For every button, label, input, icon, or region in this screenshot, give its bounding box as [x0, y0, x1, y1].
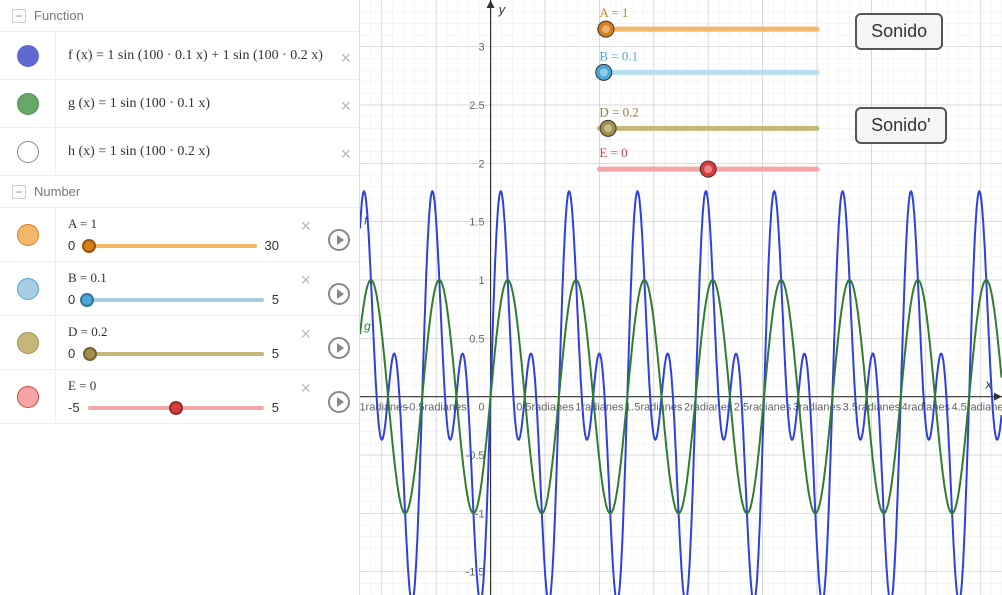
number-cell: × A = 1 0 30	[56, 208, 319, 261]
algebra-sidebar: − Function f (x) = 1 sin (100 · 0.1 x) +…	[0, 0, 360, 595]
svg-text:1: 1	[478, 275, 484, 287]
slider-track[interactable]	[83, 298, 264, 302]
close-icon[interactable]: ×	[300, 378, 311, 399]
slider-min: 0	[68, 292, 75, 307]
function-formula-f: f (x) = 1 sin (100 · 0.1 x) + 1 sin (100…	[68, 48, 323, 64]
graph-view[interactable]: xy-1radianes-0.5radianes00.5radianes1rad…	[360, 0, 1002, 595]
function-dot-icon	[17, 93, 39, 115]
function-header-label: Function	[34, 8, 84, 23]
graph-canvas[interactable]: xy-1radianes-0.5radianes00.5radianes1rad…	[360, 0, 1002, 595]
function-cell: g (x) = 1 sin (100 · 0.1 x) ×	[56, 88, 359, 120]
number-row-D: × D = 0.2 0 5	[0, 316, 359, 370]
chart-slider-label-A: A = 1	[599, 5, 628, 20]
slider-track[interactable]	[83, 352, 264, 356]
number-row-B: × B = 0.1 0 5	[0, 262, 359, 316]
color-swatch-A[interactable]	[0, 208, 56, 261]
slider-max: 5	[272, 292, 279, 307]
number-label-D: D = 0.2	[68, 324, 279, 340]
play-button-B[interactable]	[328, 283, 350, 305]
collapse-function-icon[interactable]: −	[12, 9, 26, 23]
number-label-B: B = 0.1	[68, 270, 279, 286]
slider-max: 30	[265, 238, 279, 253]
number-dot-icon	[17, 278, 39, 300]
close-icon[interactable]: ×	[300, 216, 311, 237]
svg-text:2.5: 2.5	[469, 100, 484, 112]
slider-max: 5	[272, 346, 279, 361]
svg-text:0: 0	[478, 402, 484, 414]
svg-text:2: 2	[478, 158, 484, 170]
svg-text:-1.5: -1.5	[466, 567, 485, 579]
function-cell: h (x) = 1 sin (100 · 0.2 x) ×	[56, 136, 359, 168]
svg-text:3: 3	[478, 42, 484, 54]
close-icon[interactable]: ×	[300, 324, 311, 345]
slider-min: -5	[68, 400, 80, 415]
function-formula-h: h (x) = 1 sin (100 · 0.2 x)	[68, 144, 210, 160]
color-swatch-h[interactable]	[0, 128, 56, 175]
slider-E[interactable]: -5 5	[68, 400, 279, 415]
slider-thumb[interactable]	[83, 347, 97, 361]
function-dot-icon	[17, 45, 39, 67]
number-row-A: × A = 1 0 30	[0, 208, 359, 262]
svg-text:-0.5: -0.5	[466, 450, 485, 462]
play-button-A[interactable]	[328, 229, 350, 251]
color-swatch-f[interactable]	[0, 32, 56, 79]
slider-min: 0	[68, 346, 75, 361]
number-dot-icon	[17, 224, 39, 246]
close-icon[interactable]: ×	[340, 96, 351, 117]
slider-thumb[interactable]	[80, 293, 94, 307]
number-label-A: A = 1	[68, 216, 279, 232]
number-cell: × D = 0.2 0 5	[56, 316, 319, 369]
number-dot-icon	[17, 332, 39, 354]
number-row-E: × E = 0 -5 5	[0, 370, 359, 424]
close-icon[interactable]: ×	[340, 48, 351, 69]
number-dot-icon	[17, 386, 39, 408]
close-icon[interactable]: ×	[300, 270, 311, 291]
sound-button[interactable]: Sonido	[855, 13, 943, 50]
svg-text:4.5radianes: 4.5radianes	[951, 402, 1002, 414]
function-row-h[interactable]: h (x) = 1 sin (100 · 0.2 x) ×	[0, 128, 359, 176]
number-cell: × E = 0 -5 5	[56, 370, 319, 423]
chart-slider-label-D: D = 0.2	[599, 104, 638, 119]
slider-track[interactable]	[83, 244, 256, 248]
chart-slider-label-E: E = 0	[599, 145, 627, 160]
slider-thumb[interactable]	[169, 401, 183, 415]
function-row-g[interactable]: g (x) = 1 sin (100 · 0.1 x) ×	[0, 80, 359, 128]
function-formula-g: g (x) = 1 sin (100 · 0.1 x)	[68, 96, 210, 112]
function-dot-icon	[17, 141, 39, 163]
function-row-f[interactable]: f (x) = 1 sin (100 · 0.1 x) + 1 sin (100…	[0, 32, 359, 80]
slider-thumb[interactable]	[82, 239, 96, 253]
close-icon[interactable]: ×	[340, 144, 351, 165]
color-swatch-E[interactable]	[0, 370, 56, 423]
number-section-header: − Number	[0, 176, 359, 208]
svg-text:g: g	[364, 319, 371, 333]
color-swatch-g[interactable]	[0, 80, 56, 127]
slider-D[interactable]: 0 5	[68, 346, 279, 361]
slider-A[interactable]: 0 30	[68, 238, 279, 253]
function-section-header: − Function	[0, 0, 359, 32]
slider-B[interactable]: 0 5	[68, 292, 279, 307]
svg-text:4radianes: 4radianes	[902, 402, 951, 414]
color-swatch-B[interactable]	[0, 262, 56, 315]
collapse-number-icon[interactable]: −	[12, 185, 26, 199]
chart-slider-label-B: B = 0.1	[599, 48, 638, 63]
svg-text:1.5: 1.5	[469, 217, 484, 229]
function-cell: f (x) = 1 sin (100 · 0.1 x) + 1 sin (100…	[56, 40, 359, 72]
play-button-D[interactable]	[328, 337, 350, 359]
slider-min: 0	[68, 238, 75, 253]
play-button-E[interactable]	[328, 391, 350, 413]
number-label-E: E = 0	[68, 378, 279, 394]
color-swatch-D[interactable]	[0, 316, 56, 369]
number-header-label: Number	[34, 184, 80, 199]
svg-text:3.5radianes: 3.5radianes	[843, 402, 901, 414]
slider-max: 5	[272, 400, 279, 415]
svg-text:0.5: 0.5	[469, 333, 484, 345]
sound-button[interactable]: Sonido'	[855, 107, 946, 144]
svg-text:2radianes: 2radianes	[684, 402, 733, 414]
slider-track[interactable]	[88, 406, 264, 410]
number-cell: × B = 0.1 0 5	[56, 262, 319, 315]
